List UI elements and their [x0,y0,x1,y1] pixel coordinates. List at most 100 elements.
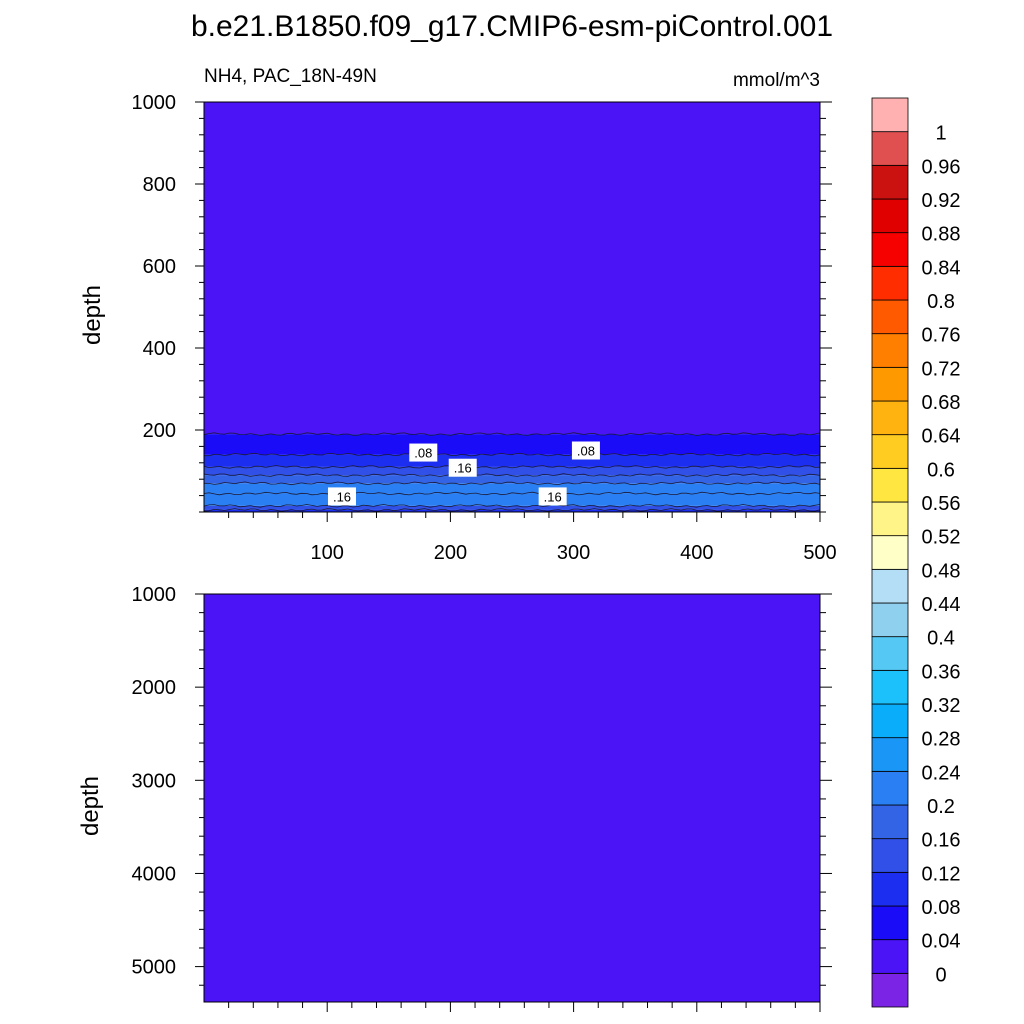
y-tick-label: 400 [143,338,176,360]
contour-line [203,473,821,477]
colorbar-label: 0.4 [927,628,955,650]
y-tick-label: 2000 [132,677,177,699]
colorbar-swatch [871,905,909,941]
colorbar-label: 0.24 [922,762,961,784]
x-tick-label: 500 [803,542,836,564]
x-tick-label: 400 [680,542,713,564]
contour-label-box [448,458,477,477]
colorbar-swatch [871,838,909,873]
x-tick-label: 200 [434,542,467,564]
depth-band [204,594,820,1002]
y-tick-label: 200 [143,420,176,442]
colorbar-swatch [871,636,909,671]
colorbar-label: 0 [935,964,946,986]
colorbar-label: 0.44 [922,594,961,616]
depth-band [204,483,820,494]
depth-band [204,434,820,455]
contour-label: .08 [409,443,438,462]
plot-frame [203,593,821,1003]
colorbar-swatch [871,568,909,604]
colorbar-swatch [871,669,909,705]
colorbar-label: 0.36 [922,661,961,683]
colorbar-label: 0.2 [927,796,955,818]
contour-line [203,432,821,436]
colorbar-label: 0.72 [922,358,961,380]
contour-line [203,481,821,486]
colorbar-swatch [871,299,909,335]
colorbar-swatch [871,333,909,368]
contour-label: .16 [538,487,567,506]
contour-line [203,491,821,496]
colorbar-swatch [871,97,909,133]
y-axis-label: depth [77,776,104,836]
colorbar-label: 0.08 [922,897,961,919]
colorbar-swatch [871,871,909,907]
y-tick-label: 1000 [132,584,177,606]
contour-label-box [409,443,438,462]
y-tick-label: 5000 [132,957,177,979]
colorbar-label: 1 [935,123,946,145]
contour-label-box [538,487,567,506]
colorbar-label: 0.92 [922,190,961,212]
colorbar-label: 0.6 [927,459,955,481]
colorbar-swatch [871,400,909,436]
contour-label-text: .16 [544,489,562,504]
contour-line [203,504,821,508]
colorbar-swatch [871,972,909,1008]
colorbar-swatch [871,770,909,806]
contour-line [203,465,821,469]
depth-band [204,454,820,467]
contour-label: .16 [327,487,356,506]
colorbar-label: 0.52 [922,527,961,549]
colorbar-swatch [871,164,909,200]
colorbar-swatch [871,366,909,402]
contour-label-box [571,441,600,460]
colorbar-swatch [871,198,909,234]
colorbar-swatch [871,434,909,469]
colorbar-label: 0.76 [922,325,961,347]
colorbar-label: 0.04 [922,931,961,953]
colorbar-label: 0.84 [922,257,961,279]
contour-line [203,508,821,512]
y-tick-label: 3000 [132,770,177,792]
depth-band [204,475,820,484]
upper-panel: 200 400 600 800 1000 100 200 300 400 500 depth .16.… [79,92,837,564]
contour-label-text: .16 [454,461,472,476]
colorbar-swatch [871,232,909,267]
depth-band [204,505,820,510]
x-tick-label: 300 [557,542,590,564]
y-tick-label: 600 [143,256,176,278]
contour-label: .08 [571,441,600,460]
colorbar-label: 0.16 [922,830,961,852]
colorbar-label: 0.32 [922,695,961,717]
colorbar-swatch [871,501,909,537]
contour-label-box [327,487,356,506]
contour-label: .16 [448,458,477,477]
colorbar: 0 0.04 0.08 0.12 0.16 0.2 0.24 0.28 0.32 0.36 0.4 0… [871,97,961,1008]
contour-label-text: .08 [414,446,432,461]
colorbar-label: 0.56 [922,493,961,515]
depth-band [204,509,820,512]
y-axis-label: depth [79,285,106,345]
depth-band [204,466,820,476]
y-tick-label: 1000 [132,92,177,114]
colorbar-swatch [871,703,909,739]
colorbar-label: 0.8 [927,291,955,313]
contour-label-text: .08 [577,444,595,459]
colorbar-swatch [871,265,909,301]
lower-panel: 1000 2000 3000 4000 5000 depth [77,584,832,1012]
y-tick-label: 4000 [132,863,177,885]
colorbar-label: 0.28 [922,729,961,751]
chart-subtitle-left: NH4, PAC_18N-49N [204,66,377,87]
colorbar-swatch [871,939,909,974]
colorbar-label: 0.12 [922,863,961,885]
plot-frame [203,101,821,513]
chart-units: mmol/m^3 [733,70,820,91]
chart-title: b.e21.B1850.f09_g17.CMIP6-esm-piControl.… [191,10,833,43]
x-tick-label: 100 [311,542,344,564]
colorbar-swatch [871,467,909,503]
contour-line [204,452,821,457]
colorbar-label: 0.96 [922,156,961,178]
contour-label-text: .16 [333,489,351,504]
